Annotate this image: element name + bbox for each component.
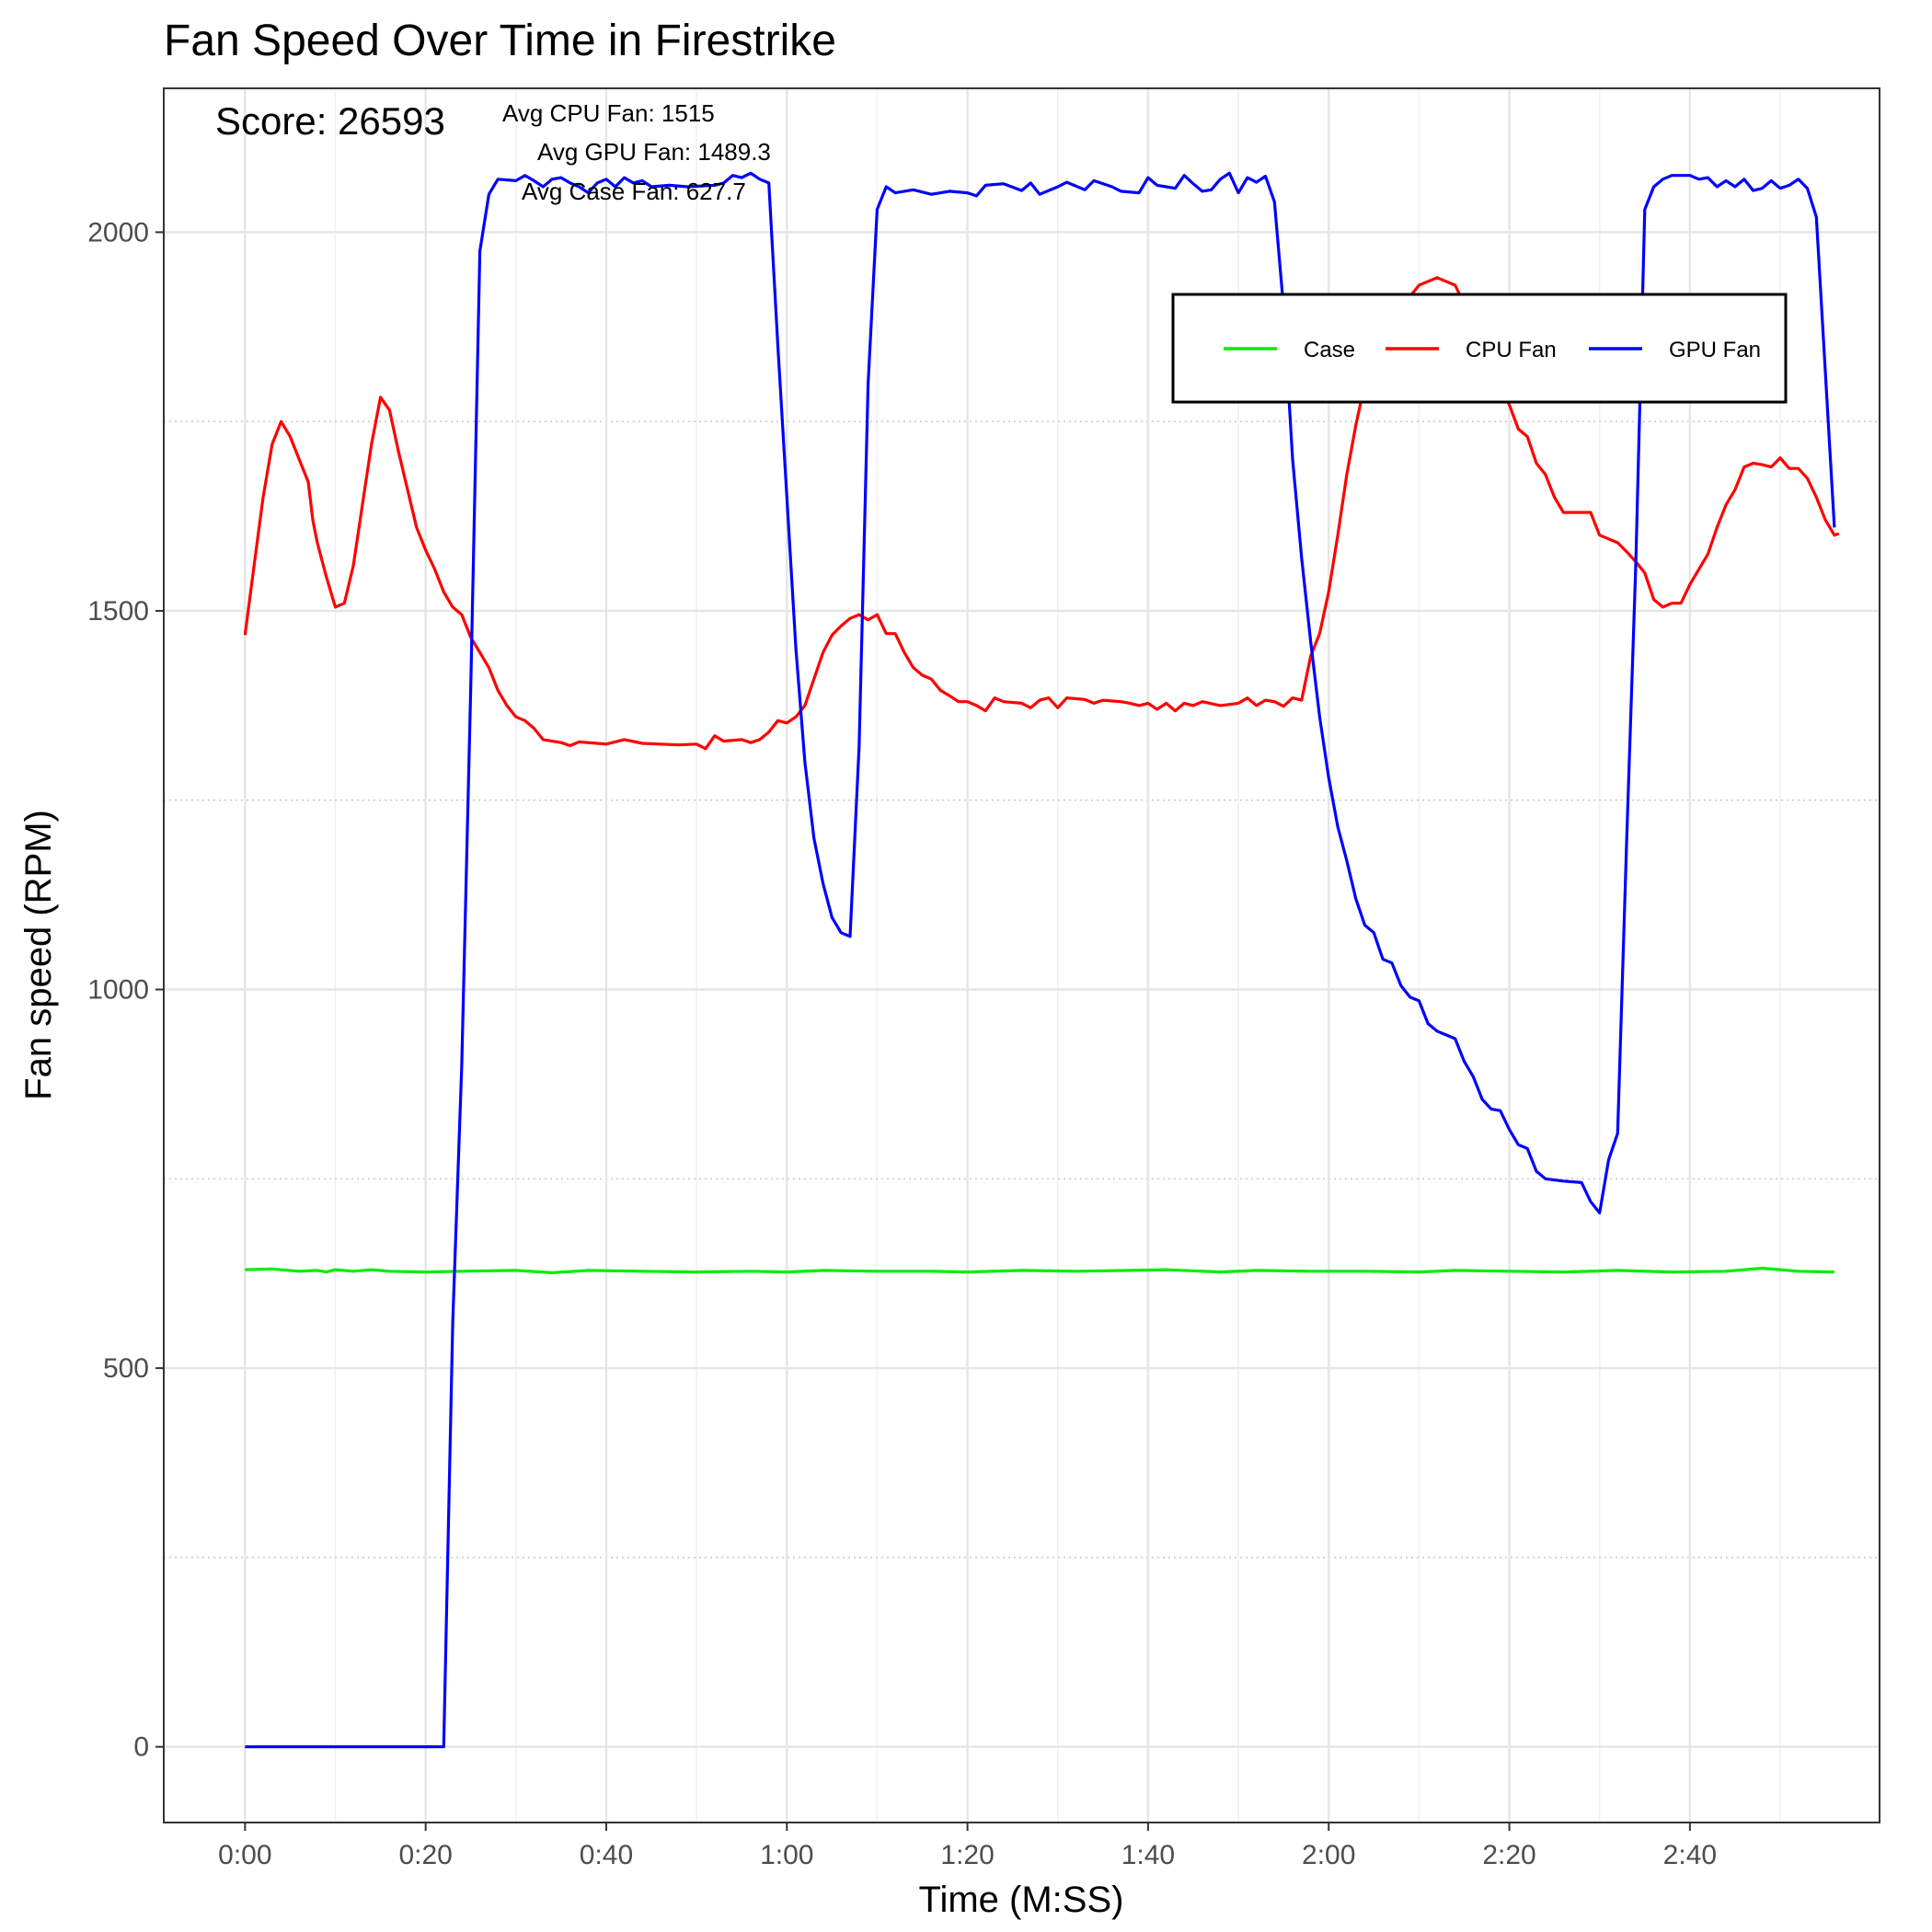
x-tick-label: 0:00 xyxy=(218,1840,271,1870)
y-tick-label: 1500 xyxy=(87,596,149,627)
x-tick-label: 0:20 xyxy=(398,1840,452,1870)
legend-label-cpu-fan: CPU Fan xyxy=(1466,338,1557,362)
x-tick-label: 2:20 xyxy=(1482,1840,1535,1870)
series-line-gpu-fan xyxy=(245,171,1836,1749)
x-tick-label: 2:00 xyxy=(1302,1840,1355,1870)
y-tick-label: 0 xyxy=(133,1732,149,1763)
avg-gpu-annotation: Avg GPU Fan: 1489.3 xyxy=(537,138,771,166)
legend-items: Case CPU Fan GPU Fan xyxy=(1224,338,1761,362)
x-tick-label: 1:40 xyxy=(1121,1840,1175,1870)
y-tick-label: 500 xyxy=(103,1353,149,1384)
plot-border xyxy=(163,87,1880,1823)
legend: Case CPU Fan GPU Fan xyxy=(1171,293,1788,404)
x-tick-label: 0:40 xyxy=(580,1840,633,1870)
avg-cpu-annotation: Avg CPU Fan: 1515 xyxy=(502,99,715,127)
y-axis-title: Fan speed (RPM) xyxy=(18,810,59,1100)
series-lines xyxy=(243,171,1840,1749)
x-axis-ticks: 0:00 0:20 0:40 1:00 1:20 1:40 2:00 2:20 2:40 xyxy=(218,1823,1717,1870)
series-line-case xyxy=(245,1266,1834,1274)
legend-label-gpu-fan: GPU Fan xyxy=(1669,338,1761,362)
score-annotation: Score: 26593 xyxy=(215,99,445,143)
avg-case-annotation: Avg Case Fan: 627.7 xyxy=(522,178,746,205)
chart-title: Fan Speed Over Time in Firestrike xyxy=(164,17,836,65)
legend-label-case: Case xyxy=(1304,338,1355,362)
x-axis-title: Time (M:SS) xyxy=(919,1880,1124,1920)
x-tick-label: 2:40 xyxy=(1663,1840,1717,1870)
x-tick-label: 1:20 xyxy=(940,1840,994,1870)
y-axis-ticks: 0 500 1000 1500 2000 xyxy=(87,217,164,1763)
x-tick-label: 1:00 xyxy=(760,1840,813,1870)
y-tick-label: 2000 xyxy=(87,217,149,247)
y-tick-label: 1000 xyxy=(87,975,149,1006)
